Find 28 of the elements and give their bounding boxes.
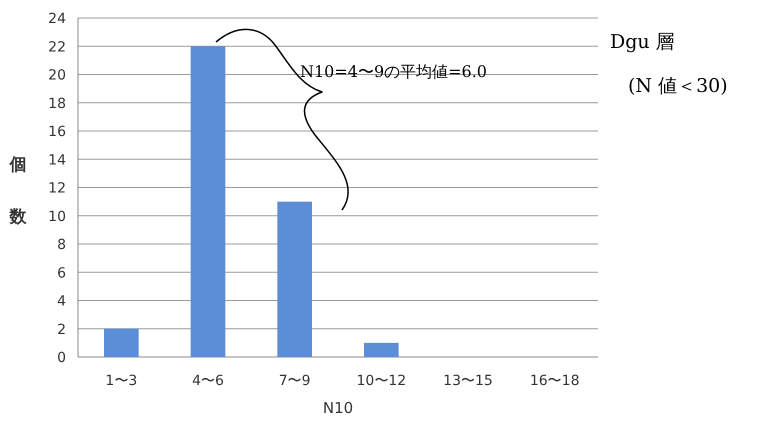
y-tick-label: 2: [57, 322, 66, 338]
annotation: N10=4〜9の平均値=6.0: [300, 62, 487, 81]
y-tick-label: 20: [48, 68, 66, 84]
y-tick-label: 18: [48, 96, 66, 112]
x-tick-label: 10〜12: [356, 373, 406, 389]
x-tick-label: 13〜15: [443, 373, 493, 389]
y-tick-label: 0: [57, 350, 66, 366]
y-tick-label: 22: [48, 39, 66, 56]
text: Dgu 層: [610, 31, 675, 53]
x-tick-label: 7〜9: [278, 373, 311, 389]
y-tick-label: 6: [57, 265, 66, 282]
x-axis-title: N10: [322, 399, 354, 417]
y-tick-label: 14: [48, 152, 66, 168]
y-tick-label: 10: [48, 208, 66, 225]
bar: [190, 46, 226, 357]
x-tick-label: 4〜6: [192, 373, 224, 389]
bar: [364, 342, 399, 357]
y-tick-label: 24: [48, 11, 66, 27]
x-tick-label: 1〜3: [105, 373, 138, 389]
x-tick-label: 16〜18: [530, 373, 580, 389]
y-tick-label: 4: [57, 294, 66, 310]
y-tick-label: 12: [48, 180, 66, 196]
y-tick-label: 8: [57, 237, 66, 253]
y-tick-label: 16: [48, 124, 66, 140]
text: 個数: [10, 155, 26, 227]
bar: [277, 202, 312, 357]
bar: [104, 328, 139, 357]
text: (N 値＜30): [628, 75, 728, 97]
